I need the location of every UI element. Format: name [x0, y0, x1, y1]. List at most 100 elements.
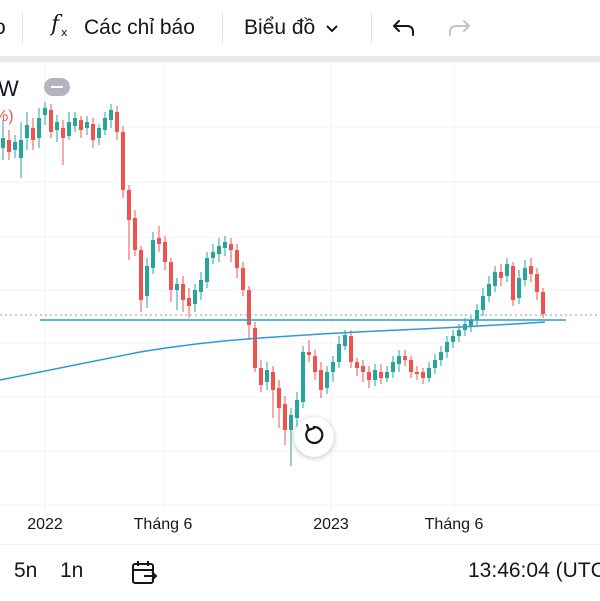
candle-body — [319, 370, 323, 390]
toolbar-separator — [371, 12, 372, 44]
candle-body — [505, 264, 509, 276]
candle-body — [289, 415, 293, 430]
chart-type-button[interactable]: Biểu đồ — [244, 10, 339, 46]
range-1y-button[interactable]: 1n — [60, 559, 84, 582]
candle-body — [235, 250, 239, 268]
candle-body — [121, 132, 125, 190]
toolbar-separator — [22, 12, 23, 44]
candle-body — [19, 140, 23, 158]
candle-body — [139, 250, 143, 300]
time-axis: 2022 Tháng 6 2023 Tháng 6 — [27, 516, 483, 533]
candle-body — [397, 356, 401, 364]
candle-body — [403, 356, 407, 360]
candle-body — [439, 352, 443, 360]
candle-body — [205, 258, 209, 282]
chart-area[interactable]: 2022 Tháng 6 2023 Tháng 6 W %) — [0, 62, 600, 542]
candle-body — [217, 246, 221, 254]
candle-body — [25, 125, 29, 138]
candle-body — [115, 112, 119, 132]
chart-type-label: Biểu đồ — [244, 16, 316, 39]
candle-body — [67, 122, 71, 136]
candle-body — [541, 292, 545, 314]
candle-body — [259, 368, 263, 385]
candle-body — [253, 328, 257, 368]
candle-body — [73, 118, 77, 126]
candle-body — [343, 335, 347, 346]
candle-body — [85, 122, 89, 128]
candle-body — [325, 372, 329, 388]
candle-body — [1, 138, 5, 148]
chevron-down-icon — [325, 16, 339, 40]
candle-body — [145, 266, 149, 296]
candle-body — [103, 118, 107, 130]
candle-body — [409, 360, 413, 372]
candle-body — [367, 372, 371, 380]
calendar-icon[interactable] — [130, 560, 158, 591]
time-readout[interactable]: 13:46:04 (UTC — [468, 559, 600, 582]
candle-body — [181, 284, 185, 300]
candle-body — [361, 366, 365, 372]
candle-body — [355, 362, 359, 368]
candle-body — [7, 140, 11, 152]
candle-body — [271, 372, 275, 390]
candle-body — [223, 242, 227, 248]
candle-body — [511, 266, 515, 300]
candle-body — [109, 110, 113, 120]
toolbar-divider — [0, 56, 600, 62]
candle-body — [37, 118, 41, 138]
legend-collapse-button[interactable] — [44, 78, 70, 96]
candle-body — [517, 278, 521, 298]
redo-icon[interactable] — [447, 10, 471, 46]
toolbar-separator — [222, 12, 223, 44]
toolbar-left-partial[interactable]: o — [0, 10, 6, 46]
candle-body — [391, 362, 395, 372]
candle-body — [91, 124, 95, 140]
candle-body — [97, 128, 101, 138]
candle-body — [31, 128, 35, 140]
bottom-bar: 5n 1n 13:46:04 (UTC — [0, 544, 600, 601]
candle-body — [427, 368, 431, 378]
candle-body — [445, 342, 449, 352]
candle-body — [295, 400, 299, 418]
candle-body — [535, 274, 539, 292]
candle-body — [193, 290, 197, 304]
x-axis-label-june-2022: Tháng 6 — [134, 516, 193, 533]
x-axis-label-2022: 2022 — [27, 516, 63, 533]
candle-body — [187, 298, 191, 306]
x-axis-label-june-2023: Tháng 6 — [425, 516, 484, 533]
candle-body — [421, 372, 425, 378]
function-icon: f x — [48, 11, 76, 45]
indicators-label: Các chỉ báo — [84, 16, 195, 39]
candle-body — [499, 272, 503, 278]
reset-chart-button[interactable] — [294, 417, 334, 457]
candle-body — [211, 252, 215, 258]
candle-body — [487, 284, 491, 296]
candle-body — [79, 120, 83, 130]
candle-body — [529, 266, 533, 274]
top-toolbar: o f x Các chỉ báo Biểu đồ — [0, 0, 600, 56]
range-5y-button[interactable]: 5n — [14, 559, 38, 582]
candle-body — [493, 272, 497, 286]
candle-body — [151, 240, 155, 268]
undo-icon[interactable] — [392, 10, 416, 46]
candle-body — [379, 372, 383, 378]
candle-body — [337, 344, 341, 362]
candle-body — [469, 320, 473, 326]
candle-body — [247, 290, 251, 325]
candle-body — [331, 362, 335, 372]
candle-body — [229, 244, 233, 250]
indicators-button[interactable]: f x Các chỉ báo — [48, 10, 195, 46]
candle-body — [433, 360, 437, 368]
candle-body — [163, 242, 167, 262]
candle-body — [373, 370, 377, 380]
reset-icon — [302, 423, 326, 452]
candle-body — [199, 280, 203, 292]
candle-body — [13, 142, 17, 150]
candle-body — [43, 108, 47, 115]
candle-body — [349, 336, 353, 362]
candle-body — [415, 372, 419, 374]
candle-body — [127, 190, 131, 220]
candle-body — [277, 388, 281, 408]
candle-body — [313, 356, 317, 372]
candle-body — [481, 296, 485, 310]
